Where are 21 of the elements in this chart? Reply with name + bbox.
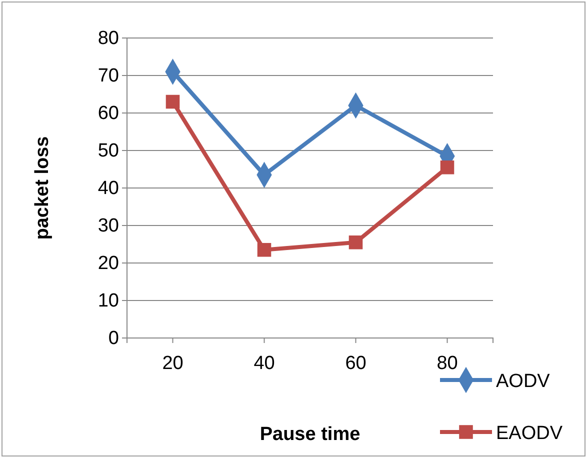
y-tick-label: 0 <box>108 328 119 350</box>
y-tick-label: 30 <box>98 216 119 237</box>
y-tick-label: 10 <box>98 290 119 312</box>
point <box>440 160 454 174</box>
point <box>166 94 180 109</box>
x-tick-label: 20 <box>162 352 184 374</box>
legend-label: AODV <box>496 371 550 392</box>
x-axis-title: Pause time <box>260 424 360 445</box>
y-tick-label: 60 <box>98 103 119 124</box>
legend-label: EAODV <box>496 423 563 444</box>
point <box>257 242 272 257</box>
x-tick-label: 80 <box>436 352 458 374</box>
x-tick-label: 40 <box>254 352 275 374</box>
y-tick-label: 80 <box>98 28 119 50</box>
y-tick-label: 50 <box>98 140 119 162</box>
y-tick-label: 70 <box>98 66 119 87</box>
point <box>348 235 363 250</box>
y-tick-label: 40 <box>98 178 119 200</box>
y-axis-title: packet loss <box>32 136 53 240</box>
x-tick-label: 60 <box>345 352 366 374</box>
y-tick-label: 20 <box>98 253 119 274</box>
